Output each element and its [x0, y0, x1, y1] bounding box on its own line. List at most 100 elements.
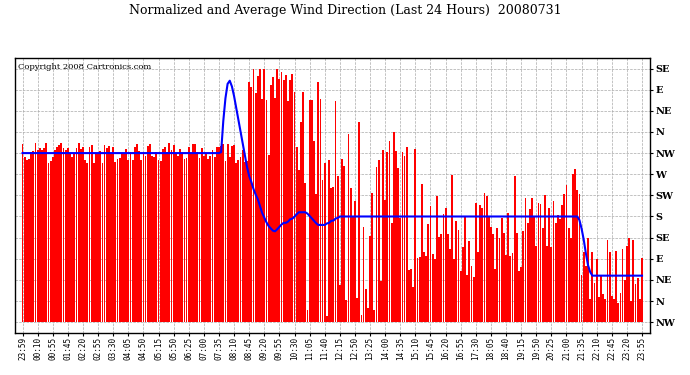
Bar	[382, 150, 384, 322]
Bar	[555, 223, 557, 322]
Bar	[451, 174, 453, 322]
Bar	[276, 69, 278, 322]
Bar	[308, 100, 310, 322]
Bar	[373, 310, 375, 322]
Bar	[300, 122, 302, 322]
Bar	[464, 217, 466, 322]
Bar	[246, 160, 248, 322]
Bar	[244, 162, 246, 322]
Bar	[509, 256, 511, 322]
Bar	[26, 160, 28, 322]
Bar	[520, 267, 522, 322]
Bar	[237, 159, 239, 322]
Bar	[291, 74, 293, 322]
Bar	[511, 253, 513, 322]
Bar	[283, 80, 285, 322]
Bar	[486, 196, 488, 322]
Bar	[492, 234, 494, 322]
Bar	[195, 144, 196, 322]
Bar	[436, 196, 438, 322]
Bar	[143, 153, 144, 322]
Bar	[140, 160, 142, 322]
Bar	[274, 98, 276, 322]
Bar	[447, 234, 448, 322]
Bar	[581, 275, 582, 322]
Bar	[551, 247, 552, 322]
Bar	[408, 270, 410, 322]
Bar	[134, 147, 136, 322]
Bar	[253, 69, 255, 322]
Bar	[67, 148, 69, 322]
Bar	[84, 160, 86, 322]
Bar	[531, 198, 533, 322]
Bar	[378, 160, 380, 322]
Bar	[298, 170, 299, 322]
Bar	[413, 287, 414, 322]
Bar	[149, 144, 151, 322]
Bar	[48, 164, 50, 322]
Bar	[41, 150, 43, 322]
Bar	[553, 201, 555, 322]
Bar	[63, 148, 64, 322]
Bar	[218, 147, 220, 322]
Bar	[395, 151, 397, 322]
Bar	[24, 157, 26, 322]
Bar	[419, 257, 421, 322]
Bar	[37, 150, 39, 322]
Bar	[233, 145, 235, 322]
Bar	[28, 159, 30, 322]
Bar	[259, 69, 261, 322]
Bar	[30, 152, 32, 322]
Bar	[216, 147, 218, 322]
Bar	[591, 252, 593, 322]
Bar	[417, 258, 418, 322]
Bar	[546, 246, 548, 322]
Bar	[266, 100, 267, 322]
Bar	[501, 218, 502, 322]
Bar	[469, 241, 471, 322]
Bar	[188, 147, 190, 322]
Bar	[566, 185, 567, 322]
Bar	[222, 144, 224, 322]
Bar	[628, 238, 630, 322]
Bar	[224, 161, 226, 322]
Bar	[326, 316, 328, 322]
Bar	[350, 188, 351, 322]
Bar	[296, 147, 297, 322]
Bar	[386, 152, 388, 322]
Bar	[354, 201, 356, 322]
Bar	[313, 141, 315, 322]
Bar	[425, 256, 427, 322]
Bar	[570, 238, 572, 322]
Bar	[561, 206, 563, 322]
Bar	[162, 149, 164, 322]
Bar	[21, 144, 23, 322]
Bar	[97, 153, 99, 322]
Bar	[480, 205, 481, 322]
Bar	[631, 301, 632, 322]
Bar	[205, 153, 207, 322]
Bar	[434, 259, 435, 322]
Bar	[410, 269, 412, 322]
Bar	[328, 160, 330, 322]
Bar	[453, 259, 455, 322]
Bar	[365, 289, 366, 322]
Bar	[132, 160, 134, 322]
Bar	[166, 152, 168, 322]
Bar	[104, 145, 106, 322]
Bar	[110, 153, 112, 322]
Bar	[604, 300, 607, 322]
Bar	[607, 240, 609, 322]
Bar	[574, 170, 576, 322]
Bar	[533, 217, 535, 322]
Bar	[324, 163, 326, 322]
Bar	[609, 252, 611, 322]
Bar	[549, 208, 550, 322]
Bar	[177, 156, 179, 322]
Bar	[262, 99, 263, 322]
Bar	[339, 285, 341, 322]
Bar	[175, 153, 177, 322]
Bar	[564, 194, 565, 322]
Bar	[155, 152, 157, 322]
Bar	[613, 299, 615, 322]
